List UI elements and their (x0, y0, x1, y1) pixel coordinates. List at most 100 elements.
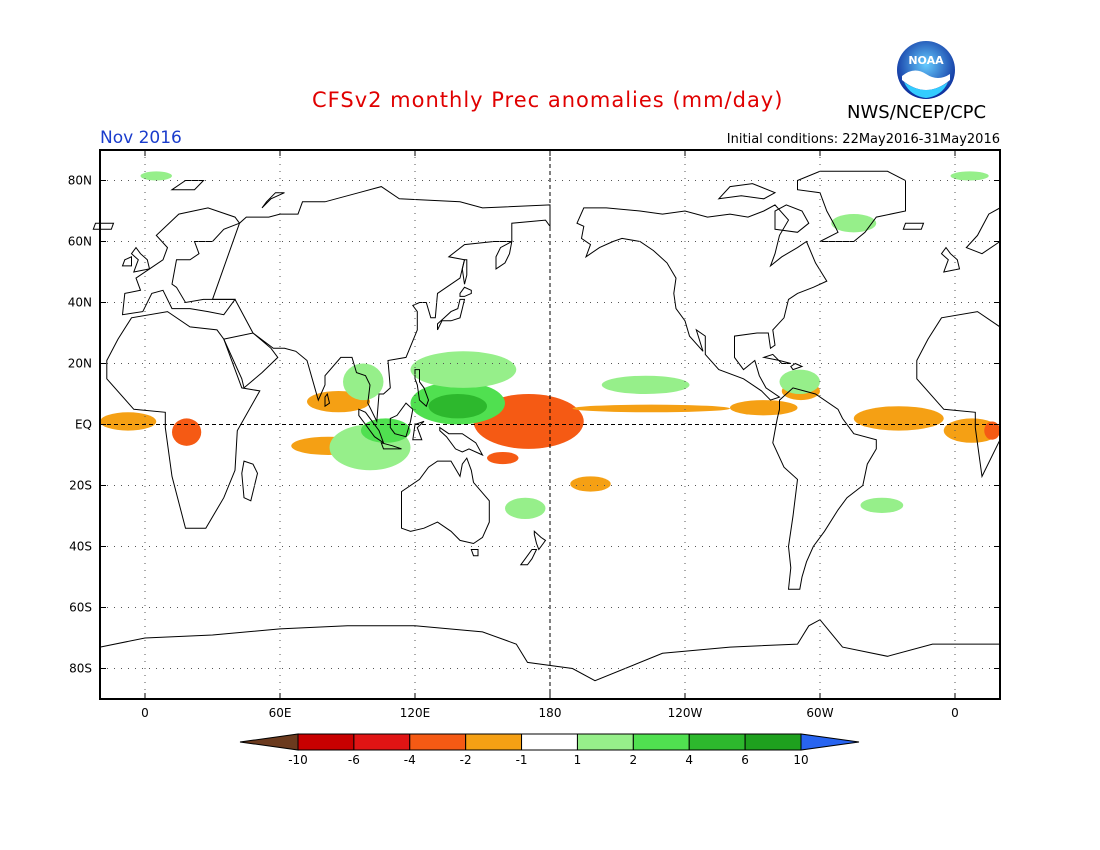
chart-title: CFSv2 monthly Prec anomalies (mm/day) (312, 88, 784, 112)
anomaly-region-12 (570, 476, 611, 492)
colorbar-low-arrow (239, 733, 299, 751)
coastline-japan (437, 298, 466, 331)
anomaly-region-24 (140, 171, 172, 181)
coastline-africa-repeat (916, 311, 1001, 479)
lon-label: 180 (539, 706, 562, 720)
lon-label: 120E (400, 706, 431, 720)
lat-label: 40N (68, 296, 92, 310)
coastline-sakhalin (461, 259, 468, 285)
anomaly-region-26 (831, 214, 877, 233)
anomaly-region-8 (172, 418, 202, 446)
lat-label: 40S (69, 540, 92, 554)
colorbar-label: 10 (793, 753, 808, 767)
coastline-nz-north (533, 530, 547, 551)
anomaly-region-15 (361, 418, 411, 443)
coastline-north-america (576, 204, 828, 401)
coastline-arabia-madagascar (241, 460, 259, 502)
anomaly-region-18 (410, 351, 517, 388)
lon-label: 0 (951, 706, 959, 720)
colorbar-label: 1 (574, 753, 582, 767)
coastline-baffin (774, 204, 810, 233)
coastline-africa (106, 311, 261, 529)
coastline-scandinavia-repeat (965, 207, 1001, 255)
coastline-uk (130, 246, 151, 273)
coastline-java (380, 442, 402, 450)
colorbar-bin (576, 733, 634, 751)
agency-label: NWS/NCEP/CPC (847, 102, 987, 123)
coastline-tasmania (470, 549, 479, 557)
coastline-arctic-islands (717, 183, 777, 200)
anomaly-region-17 (428, 394, 487, 419)
coastline-ireland (121, 256, 132, 267)
colorbar-label: -1 (516, 753, 528, 767)
initial-conditions: Initial conditions: 22May2016-31May2016 (726, 132, 1000, 147)
anomaly-region-9 (984, 421, 1000, 440)
lat-label: 60N (68, 235, 92, 249)
coastline-sri-lanka (324, 392, 331, 408)
colorbar-bin (688, 733, 746, 751)
coastline-hokkaido (459, 286, 472, 297)
latitude-axis: 80N 60N 40N 20N EQ 20S 40S 60S 80S (68, 174, 1000, 676)
coastline-south-america (772, 387, 877, 590)
lat-label: 60S (69, 601, 92, 615)
anomaly-region-23 (505, 497, 546, 520)
graticule (100, 150, 1000, 699)
colorbar-bin (409, 733, 467, 751)
lon-label: 60W (806, 706, 833, 720)
anomaly-region-22 (860, 497, 904, 513)
colorbar-label: -4 (404, 753, 416, 767)
colorbar-bin (632, 733, 690, 751)
anomaly-region-20 (601, 375, 690, 394)
anomaly-region-5 (853, 406, 944, 431)
colorbar-high-arrow (800, 733, 860, 751)
coastline-europe (121, 207, 241, 316)
coastline-nz-south (519, 549, 538, 566)
colorbar-bin (297, 733, 355, 751)
lat-label: EQ (75, 418, 92, 432)
colorbar-label: 6 (741, 753, 749, 767)
lat-label: 80N (68, 174, 92, 188)
colorbar-label: 4 (685, 753, 693, 767)
coastline-hispaniola (790, 362, 804, 371)
lon-label: 60E (269, 706, 292, 720)
coastline-antarctica (99, 619, 1001, 700)
colorbar-bin (465, 733, 523, 751)
colorbar-label: -6 (348, 753, 360, 767)
anomaly-region-19 (343, 363, 384, 401)
colorbar-bin (353, 733, 411, 751)
coastline-kamchatka (495, 240, 513, 270)
anomaly-region-25 (950, 171, 989, 181)
colorbar-label: -10 (288, 753, 308, 767)
lat-label: 20S (69, 479, 92, 493)
colorbar-bin (521, 733, 578, 751)
coastline-sumatra (358, 408, 385, 445)
anomaly-region-21 (779, 369, 820, 394)
coastline-iceland (92, 222, 115, 230)
anomaly-region-3 (572, 404, 730, 413)
coastlines (92, 170, 1001, 700)
colorbar-bin (744, 733, 802, 751)
lon-label: 120W (668, 706, 703, 720)
coastline-australia (401, 457, 490, 545)
coastline-cuba (761, 353, 791, 364)
colorbar-label: 2 (630, 753, 638, 767)
coastline-novaya-zemlya (261, 192, 285, 209)
coastline-asia (211, 186, 551, 424)
coastline-new-guinea (439, 426, 484, 457)
coastline-svalbard (170, 180, 205, 191)
colorbar-label: -2 (460, 753, 472, 767)
lat-label: 80S (69, 662, 92, 676)
noaa-logo-icon: NOAA (897, 41, 955, 99)
coastline-philippines (414, 369, 430, 408)
longitude-axis: 0 60E 120E 180 120W 60W 0 (141, 150, 959, 720)
anomaly-region-6 (100, 412, 157, 431)
coastline-uk-repeat (940, 246, 961, 273)
noaa-logo-text: NOAA (908, 54, 944, 67)
coastline-borneo (389, 402, 414, 438)
lat-label: 20N (68, 357, 92, 371)
forecast-month: Nov 2016 (100, 128, 182, 148)
lon-label: 0 (141, 706, 149, 720)
colorbar: -10 -6 -4 -2 -1 1 2 4 6 10 (239, 733, 860, 767)
anomaly-region-4 (730, 400, 798, 416)
